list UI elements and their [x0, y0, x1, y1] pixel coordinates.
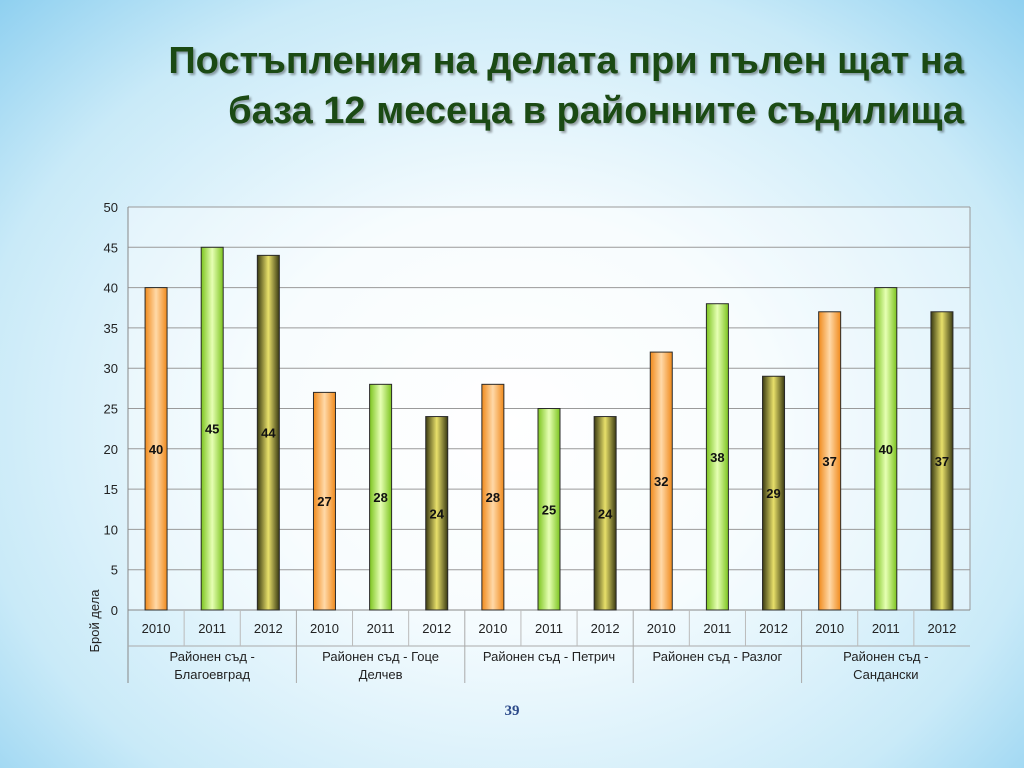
data-label: 29 [766, 486, 780, 501]
slide-title-line-2: база 12 месеца в районните съдилища [228, 90, 964, 132]
bar [312, 391, 336, 611]
x-tick-label: 2012 [927, 621, 956, 636]
data-label: 38 [710, 450, 724, 465]
x-tick-label: 2010 [647, 621, 676, 636]
x-tick-label: 2012 [254, 621, 283, 636]
data-label: 28 [373, 490, 387, 505]
bar [762, 375, 786, 611]
y-tick-label: 10 [104, 522, 118, 537]
y-tick-label: 25 [104, 402, 118, 417]
bar [256, 254, 280, 611]
bar [537, 408, 561, 611]
x-tick-label: 2011 [198, 621, 226, 636]
bar [200, 246, 224, 611]
bar [593, 416, 617, 611]
x-tick-label: 2012 [591, 621, 620, 636]
data-label: 24 [598, 506, 613, 521]
bar [705, 303, 729, 611]
x-tick-label: 2010 [142, 621, 171, 636]
data-label: 25 [542, 502, 556, 517]
group-label: Сандански [853, 667, 918, 682]
group-label: Благоевград [174, 667, 250, 682]
y-tick-label: 45 [104, 240, 118, 255]
group-label: Районен съд - Петрич [483, 649, 615, 664]
bar [425, 416, 449, 611]
data-label: 37 [822, 454, 836, 469]
data-label: 40 [149, 442, 163, 457]
slide-title: Постъпления на делата при пълен щат на б… [60, 36, 964, 136]
data-label: 37 [935, 454, 949, 469]
y-tick-label: 40 [104, 281, 118, 296]
bar [874, 287, 898, 611]
data-label: 28 [486, 490, 500, 505]
data-label: 24 [429, 506, 444, 521]
bar [649, 351, 673, 611]
data-label: 44 [261, 426, 276, 441]
page-number: 39 [504, 703, 520, 719]
y-tick-label: 30 [104, 361, 118, 376]
group-label: Районен съд - [170, 649, 255, 664]
x-tick-label: 2011 [703, 621, 731, 636]
slide-title-line-1: Постъпления на делата при пълен щат на [168, 40, 964, 82]
y-tick-label: 50 [104, 200, 118, 215]
data-label: 32 [654, 474, 668, 489]
y-tick-label: 0 [111, 603, 118, 618]
y-tick-label: 5 [111, 563, 118, 578]
bar [818, 311, 842, 611]
data-label: 27 [317, 494, 331, 509]
x-tick-label: 2011 [367, 621, 395, 636]
x-tick-label: 2010 [310, 621, 339, 636]
x-tick-label: 2010 [478, 621, 507, 636]
group-label: Районен съд - Гоце [322, 649, 439, 664]
group-label: Районен съд - Разлог [653, 649, 783, 664]
bar [481, 383, 505, 611]
bar [144, 287, 168, 611]
x-tick-label: 2012 [422, 621, 451, 636]
y-tick-label: 20 [104, 442, 118, 457]
bar [930, 311, 954, 611]
x-tick-label: 2011 [872, 621, 900, 636]
group-label: Районен съд - [843, 649, 928, 664]
y-tick-label: 15 [104, 482, 118, 497]
x-tick-label: 2012 [759, 621, 788, 636]
y-axis-label: Брой дела [87, 589, 102, 653]
y-tick-label: 35 [104, 321, 118, 336]
bar [369, 383, 393, 611]
data-label: 40 [879, 442, 893, 457]
data-label: 45 [205, 422, 219, 437]
x-tick-label: 2011 [535, 621, 563, 636]
x-tick-label: 2010 [815, 621, 844, 636]
group-label: Делчев [359, 667, 403, 682]
